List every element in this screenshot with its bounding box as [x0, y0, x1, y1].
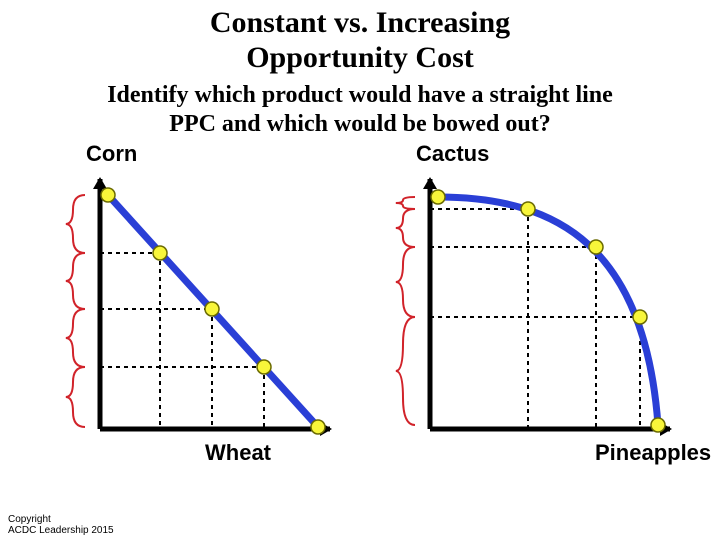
chart-left-svg: [40, 169, 340, 459]
chart-row: Corn Wheat Cactus Pineapples: [0, 141, 720, 464]
title-line1: Constant vs. Increasing: [0, 6, 720, 41]
chart-left-ylabel: Corn: [86, 141, 340, 167]
title-line2: Opportunity Cost: [0, 41, 720, 76]
chart-right-xlabel: Pineapples: [595, 440, 711, 466]
subtitle-line2: PPC and which would be bowed out?: [0, 110, 720, 139]
copyright-line2: ACDC Leadership 2015: [8, 525, 114, 536]
copyright: Copyright ACDC Leadership 2015: [8, 514, 114, 536]
chart-right-svg: [380, 169, 680, 459]
page-subtitle: Identify which product would have a stra…: [0, 75, 720, 139]
page-title: Constant vs. Increasing Opportunity Cost: [0, 0, 720, 75]
chart-left-block: Corn Wheat: [40, 141, 340, 464]
chart-left-xlabel: Wheat: [205, 440, 271, 466]
chart-right-ylabel: Cactus: [416, 141, 680, 167]
subtitle-line1: Identify which product would have a stra…: [0, 81, 720, 110]
chart-right-block: Cactus Pineapples: [380, 141, 680, 464]
copyright-line1: Copyright: [8, 514, 114, 525]
